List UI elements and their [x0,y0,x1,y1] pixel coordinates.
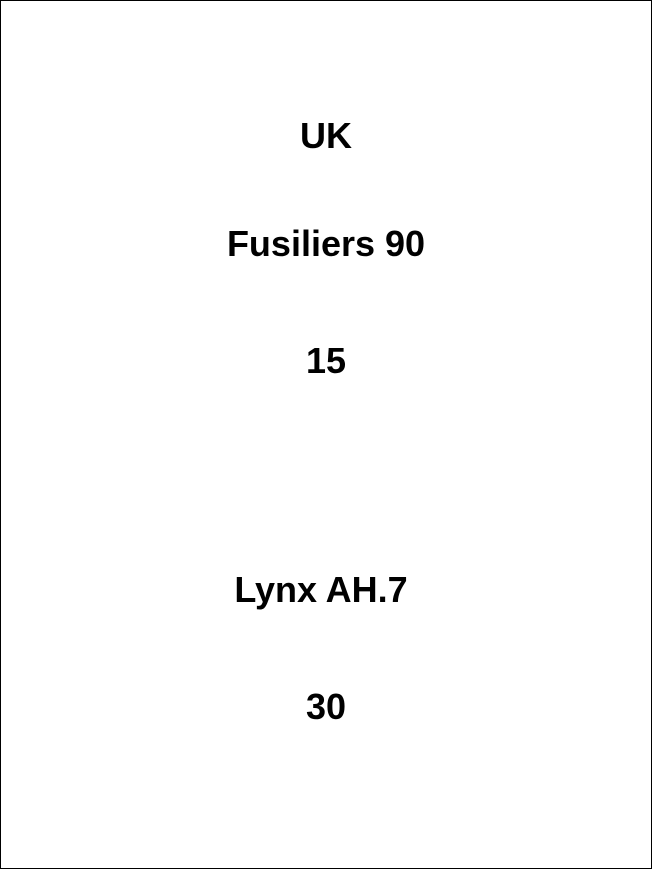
aircraft-name: Lynx AH.7 [234,569,408,610]
unit-name: Fusiliers 90 [226,223,426,264]
unit-value: 15 [305,340,347,381]
country-label: UK [300,115,352,156]
aircraft-value: 30 [305,686,347,727]
